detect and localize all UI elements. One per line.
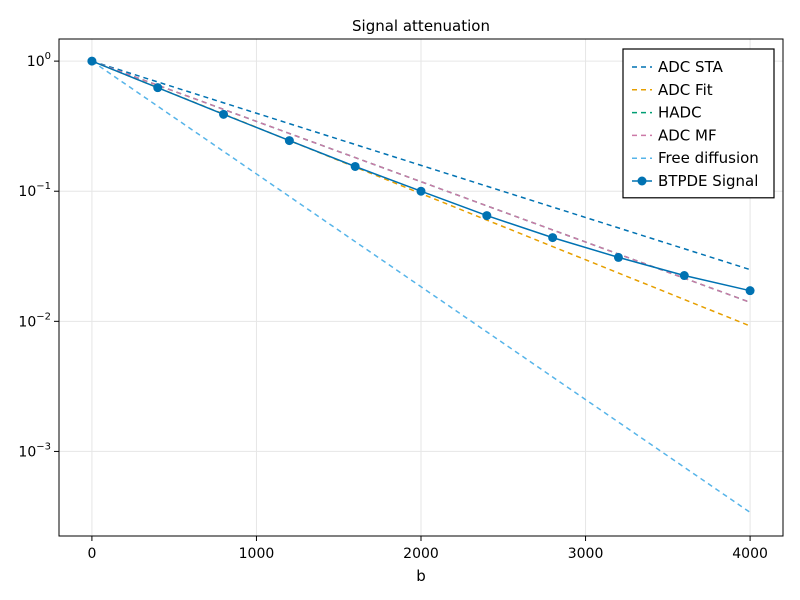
- legend-label: HADC: [658, 104, 702, 122]
- legend-marker: [637, 176, 647, 186]
- legend-item: HADC: [632, 104, 702, 122]
- x-tick-label: 1000: [239, 546, 275, 562]
- legend-item: BTPDE Signal: [632, 172, 758, 190]
- x-axis-label: b: [416, 567, 426, 585]
- y-tick-base: 10: [18, 184, 36, 200]
- data-point: [219, 109, 229, 119]
- x-tick-label: 4000: [732, 546, 768, 562]
- y-tick-exponent: −3: [36, 441, 51, 452]
- legend-item: ADC STA: [632, 58, 724, 76]
- data-point: [153, 83, 163, 93]
- data-point: [416, 186, 426, 196]
- data-point: [745, 286, 755, 296]
- y-tick-base: 10: [18, 314, 36, 330]
- data-point: [482, 211, 492, 221]
- y-tick-exponent: −2: [36, 311, 51, 322]
- data-point: [350, 161, 360, 171]
- legend-label: ADC Fit: [658, 81, 713, 99]
- legend-label: ADC STA: [658, 58, 724, 76]
- series-layer: [87, 56, 755, 514]
- y-tick-exponent: −1: [36, 181, 51, 192]
- x-tick-label: 3000: [568, 546, 604, 562]
- legend-item: ADC Fit: [632, 81, 713, 99]
- data-point: [613, 252, 623, 262]
- legend-item: ADC MF: [632, 126, 717, 144]
- legend-box: [622, 48, 775, 199]
- series-line-free-diffusion: [91, 60, 751, 514]
- x-tick-label: 0: [87, 546, 96, 562]
- legend-label: Free diffusion: [658, 149, 759, 167]
- chart-title: Signal attenuation: [352, 17, 490, 35]
- y-tick-exponent: 0: [45, 51, 51, 62]
- y-tick-base: 10: [27, 54, 45, 70]
- data-point: [548, 233, 558, 243]
- x-tick-label: 2000: [403, 546, 439, 562]
- legend-label: BTPDE Signal: [658, 172, 758, 190]
- y-tick-label: 10−3: [18, 441, 51, 460]
- y-tick-base: 10: [18, 444, 36, 460]
- data-point: [284, 136, 294, 146]
- y-tick-label: 100: [27, 51, 51, 70]
- series-line-adc-sta: [91, 60, 751, 271]
- data-point: [679, 271, 689, 281]
- legend-label: ADC MF: [658, 126, 717, 144]
- legend: ADC STA ADC Fit HADC ADC MF Free diffusion BT…: [622, 48, 775, 199]
- legend-item: Free diffusion: [632, 149, 759, 167]
- data-point: [87, 56, 97, 66]
- y-tick-label: 10−1: [18, 181, 51, 200]
- y-tick-label: 10−2: [18, 311, 51, 330]
